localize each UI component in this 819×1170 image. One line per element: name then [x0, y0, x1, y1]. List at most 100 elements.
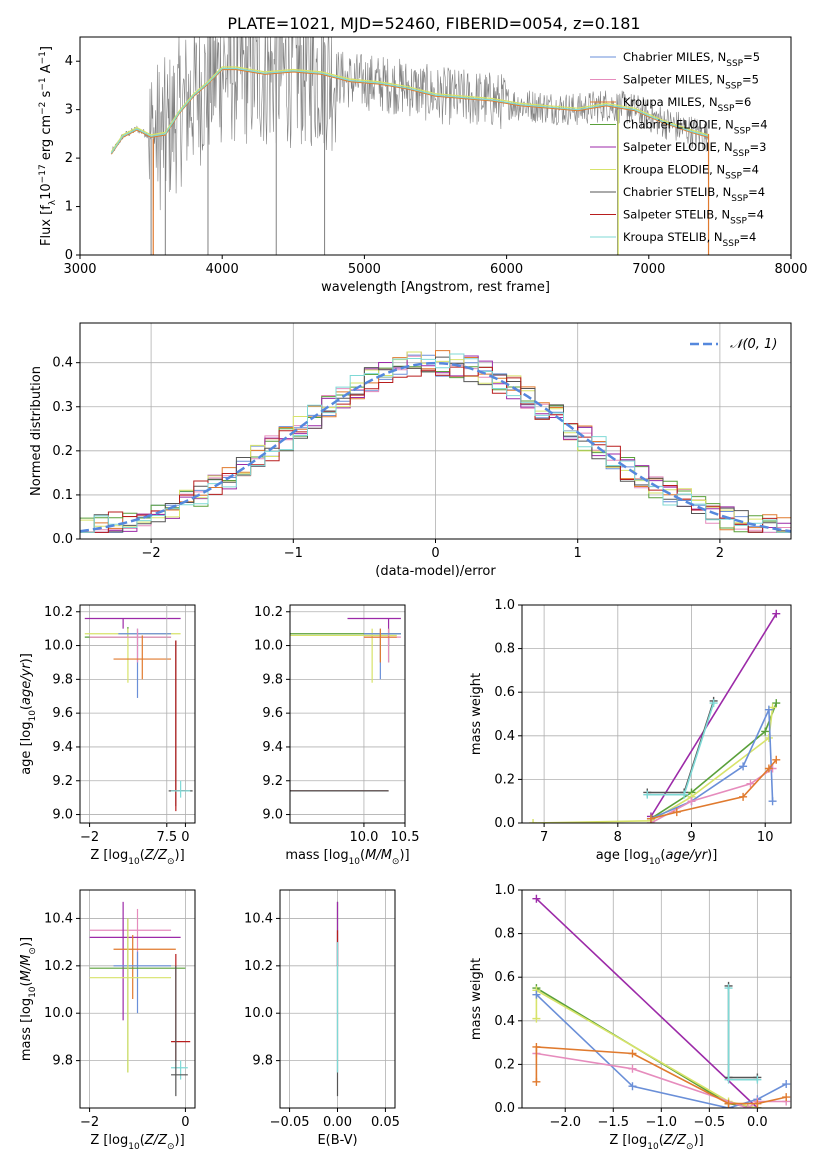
y-tick-label: 0.2	[494, 772, 515, 787]
label-part: (	[19, 705, 34, 710]
label-part: =5	[743, 50, 760, 64]
axes-frame	[521, 889, 792, 1109]
label-part: SSP	[725, 172, 742, 182]
point-marker	[672, 808, 681, 817]
label-part: mass [log	[19, 998, 34, 1061]
label-part: Salpeter MILES, N	[623, 73, 725, 87]
x-tick-label: 0.00	[323, 1115, 352, 1130]
label-part: SSP	[733, 149, 750, 159]
x-tick-label: 0	[181, 1115, 189, 1130]
massweight-vs-metallicity-panel: −2.0 −1.5 −1.0 −0.5 0.0 0.0 0.2 0.4 0.6 0.8 1.0 Z […	[469, 883, 792, 1152]
plot-area	[532, 894, 791, 1108]
x-tick-label: −0.05	[270, 1115, 310, 1130]
x-tick-label: 0	[431, 546, 439, 561]
y-tick-label: 9.6	[52, 706, 73, 721]
label-part: =4	[747, 208, 764, 222]
label-part: ⊙	[686, 1142, 694, 1152]
plot-area	[290, 617, 401, 792]
y-axis-label: Flux [fλ10−17 erg cm−2 s−1 A−1]	[38, 46, 58, 246]
y-tick-label: 10.2	[254, 605, 283, 620]
x-tick-label: 0.0	[747, 1115, 768, 1130]
y-tick-label: 0.6	[494, 685, 515, 700]
point-marker	[739, 762, 748, 771]
model-fit-line	[110, 67, 709, 154]
plot-area	[80, 350, 791, 533]
point-marker	[753, 1075, 762, 1084]
series-line	[650, 613, 777, 817]
x-tick-label: 0.05	[371, 1115, 400, 1130]
label-part: (	[140, 1133, 145, 1148]
plot-area	[84, 617, 193, 812]
x-tick-label: 4000	[206, 262, 239, 277]
point-marker	[772, 699, 781, 708]
label-part: =4	[739, 230, 756, 244]
x-tick-label: −2.0	[549, 1115, 581, 1130]
label-part: Salpeter STELIB, N	[623, 208, 730, 222]
label-part: )]	[707, 848, 717, 863]
point-marker	[724, 984, 733, 993]
series-line	[535, 898, 758, 1108]
point-marker	[761, 727, 770, 736]
y-tick-label: 9.6	[262, 706, 283, 721]
x-tick-label: −1.0	[646, 1115, 678, 1130]
point-marker	[643, 790, 652, 799]
x-axis-label: (data-model)/error	[375, 564, 496, 579]
legend-entry: Chabrier STELIB, NSSP=4	[623, 185, 765, 204]
label-part: Z [log	[90, 1133, 128, 1148]
series-line	[535, 994, 787, 1108]
label-part: ⊙	[28, 947, 38, 955]
x-tick-label: −2	[80, 1115, 99, 1130]
axes-frame	[521, 604, 792, 824]
label-part: M/M	[19, 955, 34, 982]
y-tick-label: 0.2	[494, 1057, 515, 1072]
age-vs-mass-panel: 7.5 10.0 10.5 9.0 9.2 9.4 9.6 9.8 10.0 10.2 mass […	[156, 604, 419, 867]
label-part: −1	[38, 77, 48, 90]
label-part: 10	[649, 857, 661, 867]
point-marker	[772, 755, 781, 764]
point-marker	[709, 699, 718, 708]
y-tick-label: 0.4	[52, 356, 73, 371]
point-marker	[764, 705, 773, 714]
y-tick-label: 10.0	[254, 639, 283, 654]
figure-title: PLATE=1021, MJD=52460, FIBERID=0054, z=0…	[227, 14, 640, 33]
series-line	[727, 988, 758, 1081]
x-tick-label: 9	[687, 830, 695, 845]
x-tick-label: 8	[614, 830, 622, 845]
point-marker	[628, 1049, 637, 1058]
x-tick-label: 10	[757, 830, 774, 845]
label-part: )]	[399, 848, 409, 863]
point-marker	[764, 733, 773, 742]
label-part: ⊙	[167, 857, 175, 867]
y-tick-label: 1.0	[494, 883, 515, 898]
y-tick-label: 2	[65, 151, 73, 166]
histogram-series	[80, 353, 791, 533]
series-line	[650, 702, 778, 820]
x-tick-label: 7000	[632, 262, 665, 277]
series-line	[650, 709, 774, 820]
model-fit-line	[110, 66, 709, 153]
y-tick-label: 9.2	[262, 774, 283, 789]
label-part: Salpeter ELODIE, N	[623, 140, 733, 154]
plot-area	[529, 609, 781, 823]
point-marker	[529, 819, 538, 823]
label-part: SSP	[734, 127, 751, 137]
label-part: 10	[39, 183, 54, 200]
series-line	[647, 700, 715, 794]
point-marker	[764, 764, 773, 773]
label-part: )]	[175, 1133, 185, 1148]
series-line	[533, 707, 774, 823]
label-part: =6	[734, 95, 751, 109]
x-tick-label: −2	[142, 546, 161, 561]
residual-histogram-panel: −2 −1 0 1 2 0.0 0.1 0.2 0.3 0.4 (data-model)/error…	[29, 322, 792, 579]
label-part: Flux [f	[39, 205, 54, 246]
legend-entry: 𝒩(0, 1)	[730, 337, 777, 352]
point-marker	[724, 1075, 733, 1084]
label-part: Kroupa MILES, N	[623, 95, 718, 109]
label-part: age/yr	[665, 848, 708, 863]
x-tick-label: −2	[80, 830, 99, 845]
label-part: ⊙	[392, 857, 400, 867]
label-part: Z [log	[90, 848, 128, 863]
point-marker	[680, 790, 689, 799]
label-part: age [log	[596, 848, 649, 863]
axes-frame	[79, 604, 196, 824]
